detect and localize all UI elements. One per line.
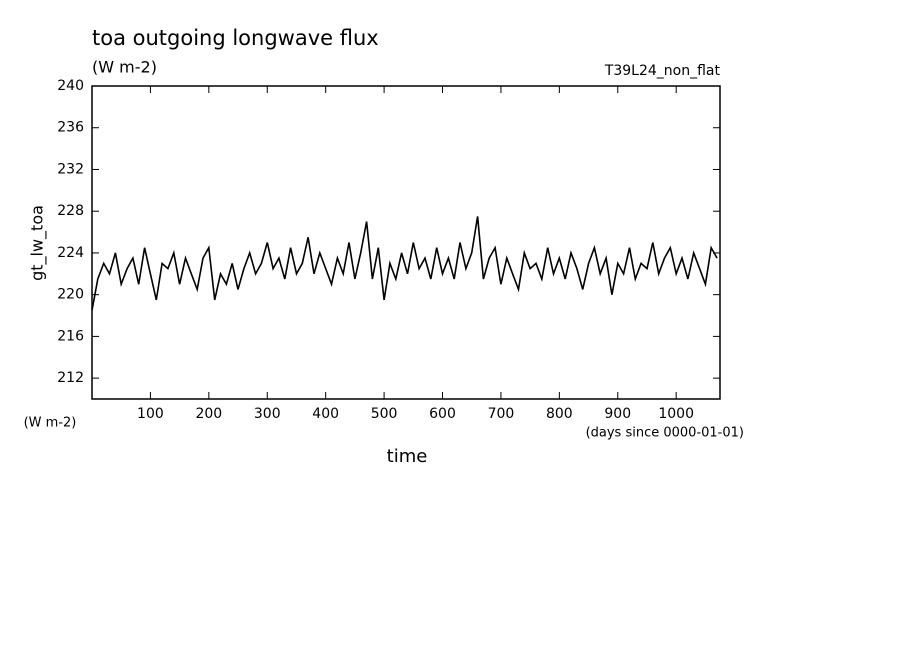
y-tick-label: 220 — [57, 287, 84, 303]
y-tick-label: 216 — [57, 328, 84, 344]
y-tick-label: 224 — [57, 245, 84, 261]
y-tick-label: 236 — [57, 120, 84, 136]
x-tick-label: 1000 — [658, 406, 694, 422]
x-tick-label: 500 — [371, 406, 398, 422]
x-tick-label: 700 — [488, 406, 515, 422]
y-axis-label: gt_lw_toa — [28, 205, 48, 281]
y-tick-label: 228 — [57, 203, 84, 219]
x-axis-label: time — [387, 446, 428, 467]
x-tick-label: 300 — [254, 406, 281, 422]
chart-title: toa outgoing longwave flux — [92, 26, 379, 50]
x-tick-label: 800 — [546, 406, 573, 422]
x-tick-label: 900 — [604, 406, 631, 422]
x-tick-label: 100 — [137, 406, 164, 422]
y-tick-label: 212 — [57, 370, 84, 386]
y-tick-label: 232 — [57, 161, 84, 177]
data-line — [91, 216, 718, 311]
x-tick-label: 600 — [429, 406, 456, 422]
x-unit: (days since 0000-01-01) — [586, 426, 744, 441]
run-label: T39L24_non_flat — [604, 63, 721, 79]
y-tick-label: 240 — [57, 78, 84, 94]
x-tick-label: 400 — [312, 406, 339, 422]
x-tick-label: 200 — [195, 406, 222, 422]
plot-frame — [91, 85, 721, 400]
subtitle: (W m-2) — [92, 58, 157, 77]
y-unit: (W m-2) — [24, 416, 77, 431]
